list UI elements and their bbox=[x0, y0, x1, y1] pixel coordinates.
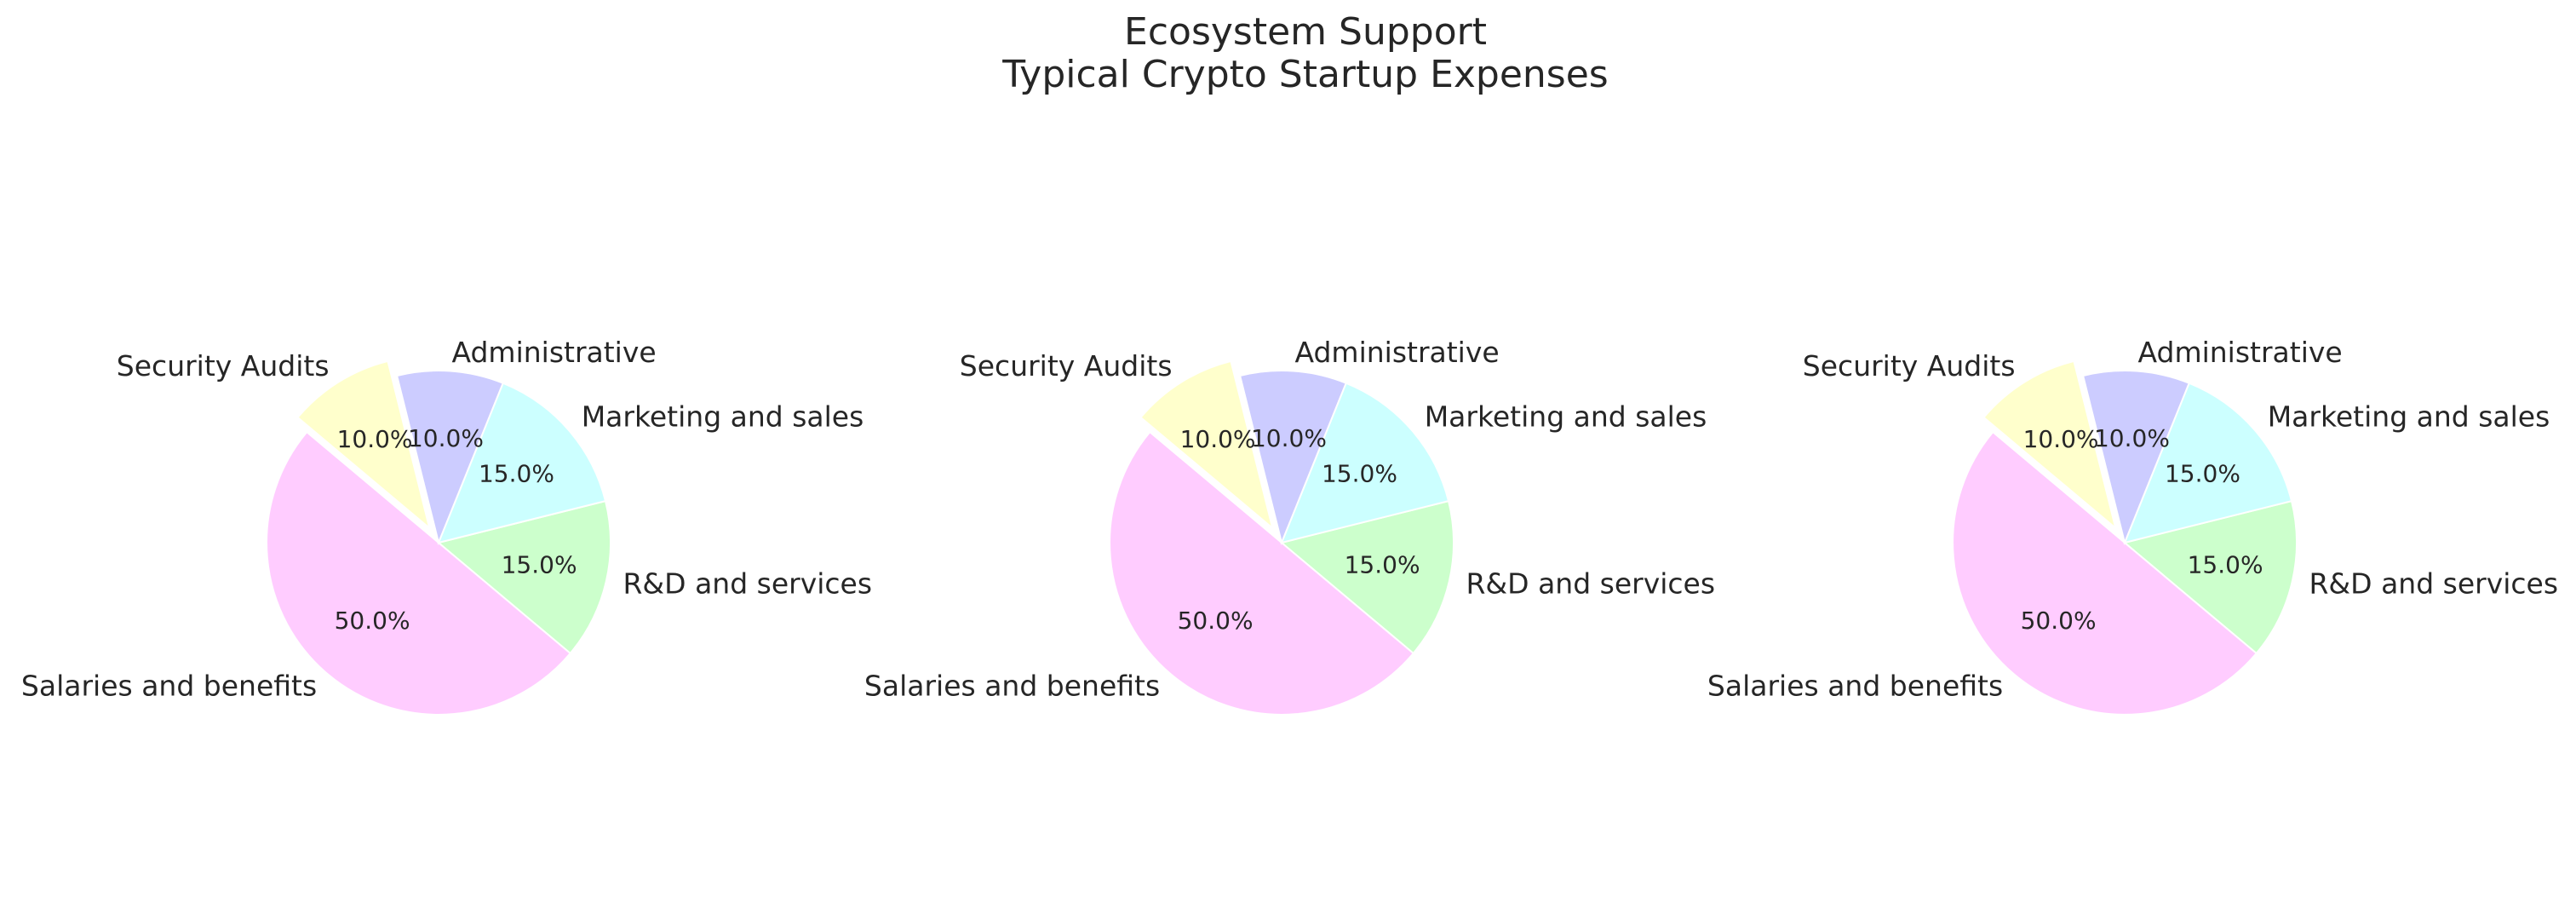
slice-pct-salaries-and-benefits: 50.0% bbox=[335, 607, 410, 635]
slice-label-marketing-and-sales: Marketing and sales bbox=[582, 400, 864, 434]
pie-slice-r-d-and-services bbox=[1279, 499, 1454, 655]
pie-slice-security-audits bbox=[1139, 359, 1275, 531]
pie-slice-salaries-and-benefits bbox=[1109, 430, 1415, 716]
pie-slice-marketing-and-sales bbox=[2123, 382, 2293, 544]
pie-chart-1: Salaries and benefits 50.0% R&D and servic… bbox=[21, 336, 873, 716]
pie-slice-salaries-and-benefits bbox=[266, 430, 572, 716]
figure-title-line-2: Typical Crypto Startup Expenses bbox=[1001, 53, 1608, 96]
slice-pct-r-d-and-services: 15.0% bbox=[2188, 550, 2263, 578]
slice-label-salaries-and-benefits: Salaries and benefits bbox=[21, 670, 317, 703]
pie-chart-2: Salaries and benefits 50.0% R&D and servic… bbox=[864, 336, 1716, 716]
slice-label-salaries-and-benefits: Salaries and benefits bbox=[864, 670, 1160, 703]
slice-label-marketing-and-sales: Marketing and sales bbox=[1425, 400, 1707, 434]
slice-label-administrative: Administrative bbox=[451, 336, 656, 369]
slice-pct-marketing-and-sales: 15.0% bbox=[479, 459, 554, 487]
pie-slice-marketing-and-sales bbox=[437, 382, 607, 544]
slice-pct-administrative: 10.0% bbox=[1251, 424, 1327, 452]
pie-slice-security-audits bbox=[1982, 359, 2118, 531]
slice-pct-security-audits: 10.0% bbox=[2023, 425, 2099, 453]
slice-label-security-audits: Security Audits bbox=[960, 349, 1173, 382]
slice-pct-security-audits: 10.0% bbox=[1180, 425, 1256, 453]
pie-slice-r-d-and-services bbox=[436, 499, 611, 655]
figure-title-line-1: Ecosystem Support bbox=[1124, 10, 1487, 54]
pie-slice-administrative bbox=[1238, 370, 1347, 546]
slice-pct-marketing-and-sales: 15.0% bbox=[2165, 459, 2240, 487]
pie-slice-r-d-and-services bbox=[2122, 499, 2298, 655]
slice-label-administrative: Administrative bbox=[2138, 336, 2343, 369]
slice-pct-marketing-and-sales: 15.0% bbox=[1322, 459, 1397, 487]
slice-pct-salaries-and-benefits: 50.0% bbox=[2021, 607, 2097, 635]
slice-pct-security-audits: 10.0% bbox=[337, 425, 413, 453]
slice-label-security-audits: Security Audits bbox=[1803, 349, 2016, 382]
slice-pct-salaries-and-benefits: 50.0% bbox=[1178, 607, 1254, 635]
slice-pct-administrative: 10.0% bbox=[408, 424, 484, 452]
pie-slice-administrative bbox=[395, 370, 504, 546]
slice-pct-administrative: 10.0% bbox=[2094, 424, 2170, 452]
slice-label-security-audits: Security Audits bbox=[117, 349, 330, 382]
slice-pct-r-d-and-services: 15.0% bbox=[1345, 550, 1420, 578]
slice-label-salaries-and-benefits: Salaries and benefits bbox=[1707, 670, 2003, 703]
slice-label-administrative: Administrative bbox=[1294, 336, 1499, 369]
pie-slice-security-audits bbox=[296, 359, 432, 531]
slice-label-r-d-and-services: R&D and services bbox=[623, 567, 873, 600]
slice-pct-r-d-and-services: 15.0% bbox=[502, 550, 577, 578]
pie-slice-administrative bbox=[2081, 370, 2190, 546]
pie-slice-salaries-and-benefits bbox=[1952, 430, 2258, 716]
slice-label-r-d-and-services: R&D and services bbox=[1466, 567, 1716, 600]
slice-label-marketing-and-sales: Marketing and sales bbox=[2268, 400, 2550, 434]
pie-chart-3: Salaries and benefits 50.0% R&D and servic… bbox=[1707, 336, 2559, 716]
pie-slice-marketing-and-sales bbox=[1280, 382, 1450, 544]
slice-label-r-d-and-services: R&D and services bbox=[2309, 567, 2559, 600]
